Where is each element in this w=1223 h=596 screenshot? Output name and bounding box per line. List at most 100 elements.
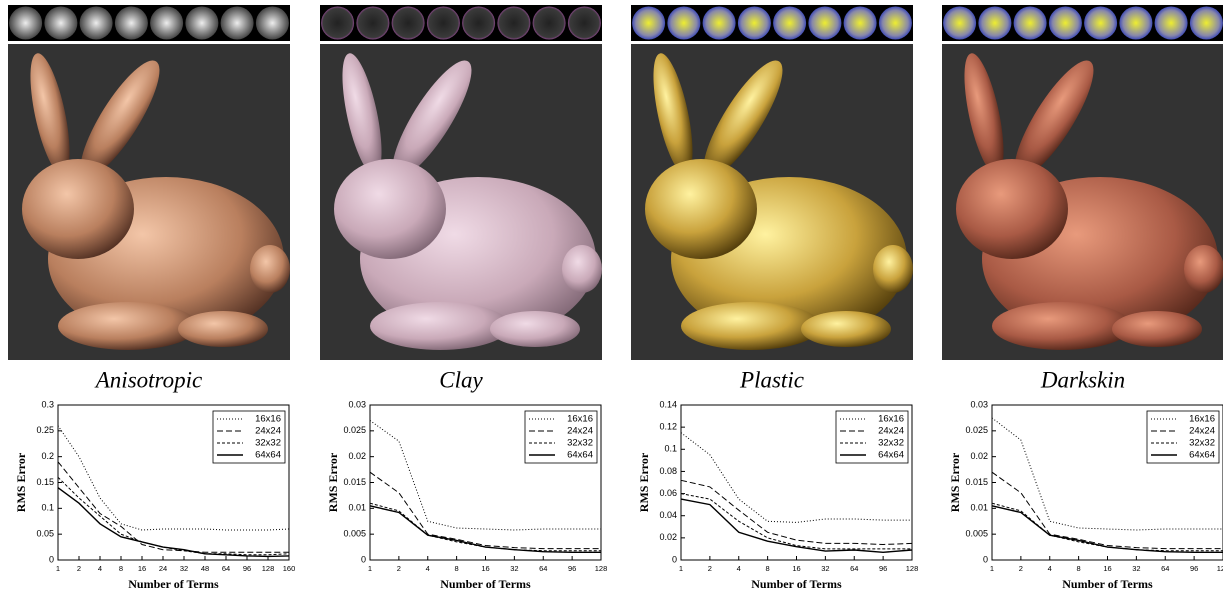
x-tick-label: 32 [821,564,829,573]
y-tick-label: 0.005 [965,529,988,539]
y-tick-label: 0 [361,554,366,564]
x-tick-label: 2 [397,564,401,573]
x-axis-label: Number of Terms [128,577,219,591]
y-axis-label: RMS Error [637,452,651,512]
legend-label: 24x24 [567,426,593,437]
y-axis-label: RMS Error [326,452,340,512]
x-tick-label: 96 [1190,564,1198,573]
legend-label: 24x24 [878,426,904,437]
legend-label: 64x64 [878,450,904,461]
basis-strip [8,5,290,41]
y-tick-label: 0.08 [659,466,677,476]
y-tick-label: 0 [983,554,988,564]
basis-strip [320,5,602,41]
legend-label: 32x32 [878,438,904,449]
x-tick-label: 4 [426,564,430,573]
caption: Plastic [739,367,804,392]
x-tick-label: 48 [201,564,209,573]
x-tick-label: 64 [1161,564,1169,573]
y-tick-label: 0.01 [348,503,366,513]
legend-label: 16x16 [255,414,281,425]
y-tick-label: 0.03 [970,399,988,409]
x-tick-label: 32 [180,564,188,573]
caption: Anisotropic [94,367,202,392]
x-tick-label: 8 [455,564,459,573]
legend-label: 16x16 [567,414,593,425]
legend-label: 24x24 [1189,426,1215,437]
y-tick-label: 0.12 [659,422,677,432]
y-axis-label: RMS Error [948,452,962,512]
y-tick-label: 0.14 [659,399,677,409]
x-tick-label: 64 [539,564,547,573]
legend-label: 32x32 [1189,438,1215,449]
legend-label: 32x32 [567,438,593,449]
x-tick-label: 16 [481,564,489,573]
x-tick-label: 128 [1217,564,1223,573]
basis-strip [942,5,1223,41]
x-tick-label: 8 [119,564,123,573]
x-tick-label: 4 [98,564,102,573]
x-axis-label: Number of Terms [440,577,531,591]
y-tick-label: 0.04 [659,510,677,520]
y-tick-label: 0 [49,554,54,564]
y-tick-label: 0.01 [970,503,988,513]
x-tick-label: 2 [1019,564,1023,573]
y-tick-label: 0.2 [41,451,54,461]
x-tick-label: 8 [766,564,770,573]
y-tick-label: 0 [672,554,677,564]
x-tick-label: 4 [737,564,741,573]
x-tick-label: 4 [1048,564,1052,573]
y-tick-label: 0.15 [36,477,54,487]
y-tick-label: 0.06 [659,488,677,498]
legend-label: 64x64 [1189,450,1215,461]
y-tick-label: 0.005 [343,529,366,539]
y-tick-label: 0.025 [343,425,366,435]
y-tick-label: 0.3 [41,399,54,409]
x-tick-label: 128 [906,564,919,573]
legend-label: 32x32 [255,438,281,449]
x-tick-label: 8 [1077,564,1081,573]
x-tick-label: 128 [595,564,608,573]
x-axis-label: Number of Terms [1062,577,1153,591]
x-tick-label: 64 [850,564,858,573]
x-tick-label: 16 [138,564,146,573]
x-tick-label: 32 [1132,564,1140,573]
y-tick-label: 0.25 [36,425,54,435]
legend-label: 16x16 [878,414,904,425]
legend-label: 16x16 [1189,414,1215,425]
caption: Darkskin [1040,367,1125,392]
x-tick-label: 1 [368,564,372,573]
basis-strip [631,5,913,41]
x-tick-label: 1 [56,564,60,573]
y-tick-label: 0.1 [41,503,54,513]
legend-label: 64x64 [567,450,593,461]
x-tick-label: 96 [879,564,887,573]
y-tick-label: 0.02 [348,451,366,461]
y-axis-label: RMS Error [14,452,28,512]
x-tick-label: 16 [1103,564,1111,573]
x-tick-label: 64 [222,564,230,573]
legend-label: 64x64 [255,450,281,461]
x-tick-label: 1 [990,564,994,573]
x-tick-label: 32 [510,564,518,573]
x-tick-label: 24 [159,564,167,573]
panel-images [8,5,1223,360]
x-tick-label: 96 [243,564,251,573]
x-tick-label: 2 [708,564,712,573]
y-tick-label: 0.05 [36,529,54,539]
y-tick-label: 0.015 [965,477,988,487]
x-tick-label: 128 [262,564,275,573]
legend-label: 24x24 [255,426,281,437]
x-tick-label: 1 [679,564,683,573]
y-tick-label: 0.015 [343,477,366,487]
x-tick-label: 16 [792,564,800,573]
x-axis-label: Number of Terms [751,577,842,591]
y-tick-label: 0.025 [965,425,988,435]
y-tick-label: 0.1 [664,444,677,454]
caption: Clay [439,367,483,392]
figure: Anisotropic Clay Plastic Darkskin 0 0.05 0.1 0.… [0,0,1223,596]
x-tick-label: 160 [283,564,296,573]
y-tick-label: 0.02 [659,532,677,542]
x-tick-label: 96 [568,564,576,573]
y-tick-label: 0.02 [970,451,988,461]
